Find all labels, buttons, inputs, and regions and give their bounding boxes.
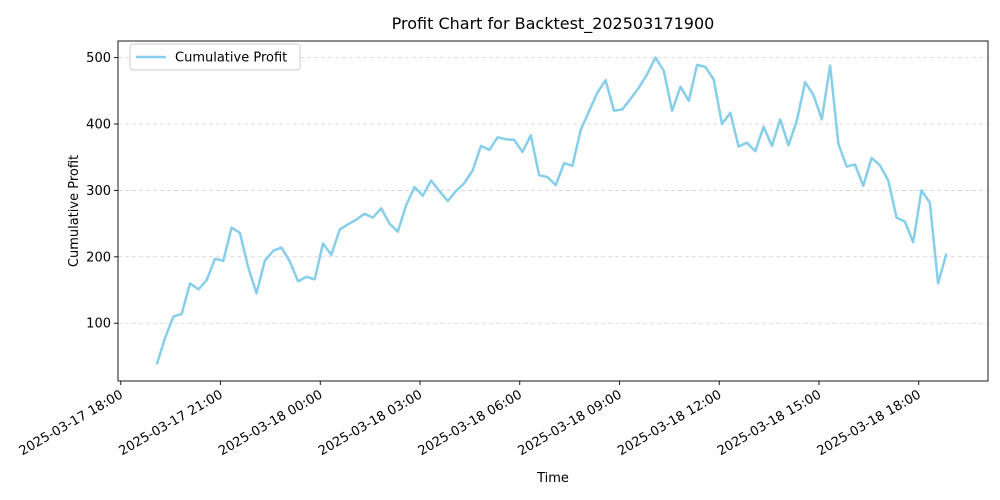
y-tick-label: 300 (86, 184, 111, 199)
y-axis-title: Cumulative Profit (67, 155, 82, 267)
y-tick-label: 100 (86, 317, 111, 332)
y-tick-label: 200 (86, 250, 111, 265)
x-tick-label: 2025-03-18 15:00 (715, 387, 824, 459)
legend: Cumulative Profit (129, 43, 301, 71)
x-axis-title: Time (536, 471, 569, 486)
x-tick-label: 2025-03-18 06:00 (416, 387, 525, 459)
y-tick-label: 500 (86, 51, 111, 66)
chart-title: Profit Chart for Backtest_202503171900 (392, 14, 715, 34)
series-layer (155, 56, 948, 365)
x-tick-label: 2025-03-17 21:00 (117, 387, 226, 459)
plot-frame (117, 40, 989, 382)
x-tick-label: 2025-03-18 09:00 (516, 387, 625, 459)
x-tick-label: 2025-03-18 00:00 (216, 387, 325, 459)
legend-label: Cumulative Profit (175, 51, 287, 66)
x-tick-label: 2025-03-18 12:00 (615, 387, 724, 459)
series-line-cumulative-profit (155, 56, 948, 365)
x-tick-label: 2025-03-18 18:00 (815, 387, 924, 459)
y-gridlines (118, 57, 988, 324)
legend-box (129, 43, 301, 71)
y-axis-ticks: 100 200 300 400 500 (86, 51, 118, 332)
x-tick-label: 2025-03-17 18:00 (17, 387, 126, 459)
y-tick-label: 400 (86, 118, 111, 133)
x-tick-label: 2025-03-18 03:00 (316, 387, 425, 459)
